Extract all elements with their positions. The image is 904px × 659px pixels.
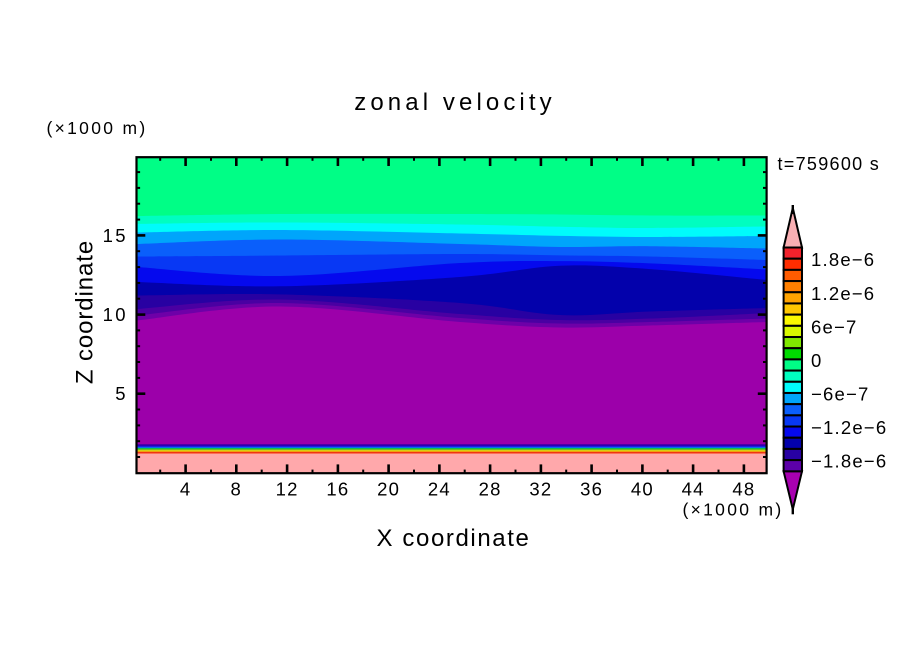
svg-text:(×1000 m): (×1000 m) bbox=[47, 118, 148, 138]
svg-text:12: 12 bbox=[276, 479, 299, 500]
svg-text:X coordinate: X coordinate bbox=[377, 525, 531, 552]
svg-text:−1.8e−6: −1.8e−6 bbox=[811, 451, 887, 472]
svg-text:Z coordinate: Z coordinate bbox=[72, 240, 99, 384]
svg-text:40: 40 bbox=[631, 479, 654, 500]
svg-text:32: 32 bbox=[529, 479, 552, 500]
svg-text:44: 44 bbox=[682, 479, 705, 500]
svg-text:5: 5 bbox=[115, 383, 128, 404]
svg-text:10: 10 bbox=[103, 304, 128, 325]
svg-text:24: 24 bbox=[428, 479, 451, 500]
svg-text:6e−7: 6e−7 bbox=[811, 316, 857, 337]
svg-text:20: 20 bbox=[377, 479, 400, 500]
svg-text:28: 28 bbox=[479, 479, 502, 500]
svg-text:zonal velocity: zonal velocity bbox=[354, 89, 555, 116]
svg-text:16: 16 bbox=[326, 479, 349, 500]
svg-text:48: 48 bbox=[732, 479, 755, 500]
svg-text:−6e−7: −6e−7 bbox=[811, 384, 869, 405]
svg-text:−1.2e−6: −1.2e−6 bbox=[811, 417, 887, 438]
svg-text:t=759600 s: t=759600 s bbox=[778, 154, 881, 174]
svg-text:(×1000 m): (×1000 m) bbox=[683, 500, 784, 520]
svg-text:0: 0 bbox=[811, 350, 823, 371]
svg-text:1.2e−6: 1.2e−6 bbox=[811, 283, 875, 304]
svg-text:15: 15 bbox=[103, 225, 128, 246]
svg-text:4: 4 bbox=[180, 479, 192, 500]
svg-text:36: 36 bbox=[580, 479, 603, 500]
svg-text:1.8e−6: 1.8e−6 bbox=[811, 249, 875, 270]
svg-text:8: 8 bbox=[231, 479, 243, 500]
